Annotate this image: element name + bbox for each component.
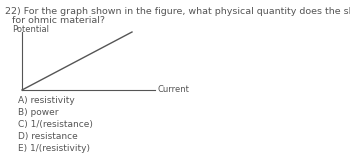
Text: A) resistivity: A) resistivity <box>18 96 75 105</box>
Text: C) 1/(resistance): C) 1/(resistance) <box>18 120 93 129</box>
Text: D) resistance: D) resistance <box>18 132 78 141</box>
Text: B) power: B) power <box>18 108 58 117</box>
Text: Current: Current <box>158 85 190 95</box>
Text: 22) For the graph shown in the figure, what physical quantity does the slope of : 22) For the graph shown in the figure, w… <box>5 7 350 16</box>
Text: Potential: Potential <box>12 25 49 34</box>
Text: for ohmic material?: for ohmic material? <box>12 16 105 25</box>
Text: E) 1/(resistivity): E) 1/(resistivity) <box>18 144 90 153</box>
